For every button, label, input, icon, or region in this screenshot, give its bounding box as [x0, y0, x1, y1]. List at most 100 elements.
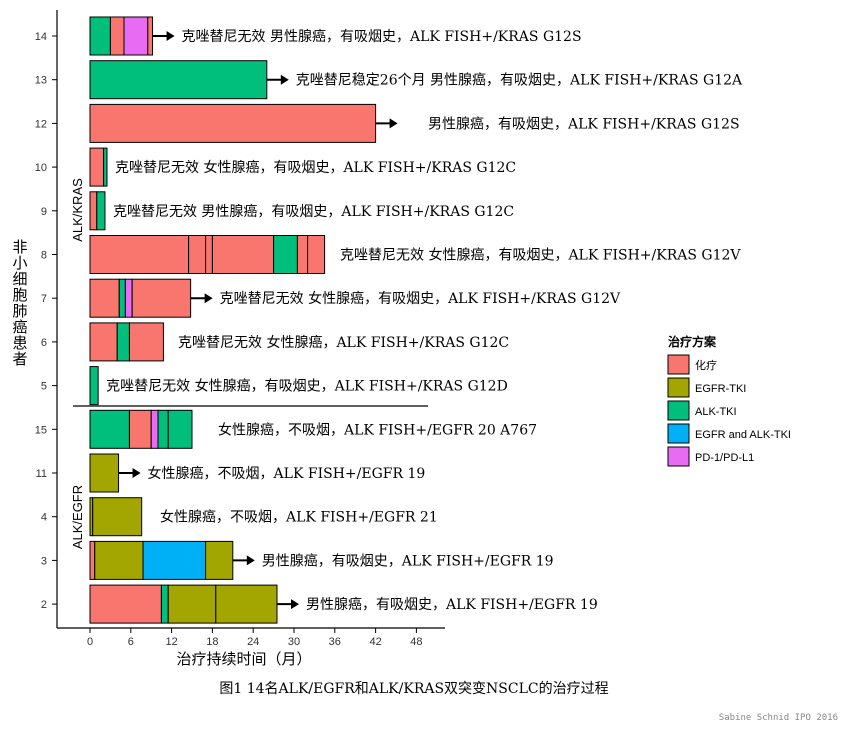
bar-segment-chemo	[89, 235, 190, 274]
x-tick-label: 24	[247, 636, 259, 648]
y-title-char: 细	[12, 270, 27, 288]
x-axis-title: 治疗持续时间（月）	[176, 650, 311, 668]
group-label: ALK/KRAS	[70, 178, 85, 242]
x-tick-label: 30	[288, 636, 300, 648]
ongoing-arrow-head	[280, 74, 289, 85]
watermark-text: Sabine Schnid IPO 2016	[719, 713, 838, 723]
bar-segment-egfr	[215, 584, 278, 624]
bar-segment-alk	[160, 584, 169, 624]
y-tick-label: 4	[41, 512, 47, 524]
bar-segment-egfr	[167, 584, 217, 624]
y-title-char: 癌	[12, 318, 27, 336]
bar-segment-chemo	[211, 235, 275, 274]
patient-annotation: 男性腺癌，有吸烟史，ALK FISH+/EGFR 19	[262, 553, 554, 569]
x-tick-label: 48	[410, 636, 422, 648]
patient-annotation: 克唑替尼无效 女性腺癌，有吸烟史，ALK FISH+/KRAS G12V	[340, 247, 741, 264]
bar-segment-alk	[89, 16, 111, 56]
bar-segment-egfr	[92, 497, 143, 537]
legend-label: PD-1/PD-L1	[695, 452, 754, 464]
patient-annotation: 克唑替尼无效 男性腺癌，有吸烟史，ALK FISH+/KRAS G12C	[113, 204, 514, 220]
x-ticks-layer: 0 6 12 18 24 30 36 42 48	[87, 628, 423, 648]
bar-segment-chemo	[131, 278, 192, 318]
legend-swatch	[667, 377, 690, 398]
patient-annotation: 克唑替尼稳定26个月 男性腺癌，有吸烟史，ALK FISH+/KRAS G12A	[296, 73, 743, 89]
patient-annotation: 克唑替尼无效 女性腺癌，有吸烟史，ALK FISH+/KRAS G12C	[115, 159, 516, 176]
x-tick-label: 12	[165, 636, 177, 648]
bar-segment-alk	[89, 60, 268, 100]
x-tick-label: 42	[369, 636, 381, 648]
patient-annotation: 克唑替尼无效 女性腺癌，有吸烟史，ALK FISH+/KRAS G12D	[106, 378, 508, 395]
bar-segment-alk	[116, 322, 130, 362]
ongoing-arrow-head	[389, 118, 398, 129]
y-tick-label: 2	[41, 599, 47, 611]
ongoing-arrow-head	[132, 468, 141, 478]
bar-segment-chemo	[128, 409, 152, 449]
y-title-char: 者	[12, 350, 27, 368]
patient-annotation: 女性腺癌，不吸烟，ALK FISH+/EGFR 21	[160, 509, 438, 526]
y-tick-label: 15	[35, 424, 47, 436]
figure-caption: 图1 14名ALK/EGFR和ALK/KRAS双突变NSCLC的治疗过程	[219, 681, 608, 697]
y-title-char: 小	[12, 254, 27, 272]
bar-segment-chemo	[89, 191, 98, 231]
bar-segment-chemo	[147, 16, 154, 56]
y-title-char: 肺	[12, 302, 27, 320]
patient-annotation: 男性腺癌，有吸烟史，ALK FISH+/KRAS G12S	[428, 116, 740, 132]
y-tick-label: 8	[41, 250, 47, 262]
bar-segment-alk	[118, 278, 126, 318]
legend-label: EGFR and ALK-TKI	[695, 429, 791, 441]
bar-segment-chemo	[109, 16, 125, 56]
bar-segment-egfr	[205, 540, 234, 580]
ongoing-arrow-head	[246, 555, 255, 566]
annotations-layer: 克唑替尼无效 男性腺癌，有吸烟史，ALK FISH+/KRAS G12S 克唑替尼…	[106, 29, 743, 613]
x-tick-label: 18	[206, 636, 218, 648]
group-labels-layer: ALK/KRAS ALK/EGFR	[70, 178, 85, 549]
y-tick-label: 14	[35, 31, 47, 43]
y-tick-label: 10	[35, 162, 47, 174]
y-title-char: 非	[12, 238, 27, 256]
bar-segment-egfr_alk	[142, 540, 207, 580]
bar-segment-egfr	[94, 540, 144, 580]
bar-segment-pd1	[123, 16, 149, 56]
ongoing-arrow-head	[204, 293, 213, 304]
patient-annotation: 克唑替尼无效 男性腺癌，有吸烟史，ALK FISH+/KRAS G12S	[182, 29, 582, 45]
bar-segment-alk	[89, 366, 99, 406]
bar-segment-pd1	[150, 409, 159, 449]
bar-segment-alk	[273, 235, 298, 274]
y-tick-label: 5	[41, 381, 47, 393]
bar-segment-chemo	[89, 322, 118, 362]
bar-segment-alk	[157, 409, 169, 449]
legend-swatch	[667, 400, 690, 421]
bar-segment-chemo	[89, 147, 105, 187]
bar-segment-pd1	[124, 278, 133, 318]
y-tick-label: 13	[35, 75, 47, 87]
bar-segment-chemo	[89, 540, 96, 580]
bar-segment-chemo	[89, 584, 162, 624]
bar-segment-alk	[89, 409, 130, 449]
patient-annotation: 男性腺癌，有吸烟史，ALK FISH+/EGFR 19	[306, 597, 598, 613]
patient-annotation: 克唑替尼无效 女性腺癌，ALK FISH+/KRAS G12C	[178, 334, 509, 351]
y-tick-label: 12	[35, 118, 47, 130]
bar-segment-chemo	[205, 235, 213, 274]
x-tick-label: 6	[128, 636, 134, 648]
axes-layer	[56, 10, 445, 629]
patient-annotation: 克唑替尼无效 女性腺癌，有吸烟史，ALK FISH+/KRAS G12V	[220, 290, 621, 307]
y-title-char: 患	[12, 334, 27, 352]
legend-swatch	[667, 354, 690, 375]
bar-segment-chemo	[188, 235, 207, 274]
legend-label: 化疗	[695, 358, 717, 372]
legend-label: EGFR-TKI	[695, 383, 746, 395]
y-tick-label: 7	[41, 293, 47, 305]
legend-swatch	[667, 423, 690, 444]
bar-segment-chemo	[307, 235, 326, 274]
legend-swatch	[667, 446, 690, 467]
group-label: ALK/EGFR	[70, 485, 85, 549]
bar-segment-chemo	[89, 278, 120, 318]
legend-title: 治疗方案	[668, 334, 717, 349]
legend-label: ALK-TKI	[695, 406, 737, 418]
y-title-char: 胞	[12, 286, 27, 304]
bars-layer	[89, 16, 377, 624]
ongoing-arrow-head	[291, 599, 299, 610]
